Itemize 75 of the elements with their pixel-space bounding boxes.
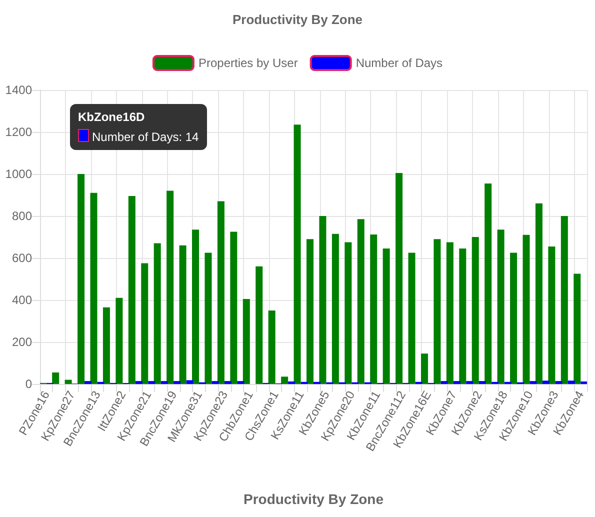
bar (560, 216, 568, 384)
legend-label: Number of Days (356, 56, 443, 70)
bar (154, 243, 161, 384)
bar (434, 239, 441, 384)
bar (408, 252, 416, 384)
bar (288, 381, 296, 384)
bar (186, 380, 194, 384)
y-tick-label: 1400 (5, 83, 32, 97)
bar (548, 246, 556, 384)
bar (370, 234, 378, 384)
bar (192, 230, 200, 384)
bar (440, 381, 448, 384)
bar (568, 380, 575, 384)
bar (141, 263, 148, 384)
bar (555, 381, 562, 384)
bar (466, 381, 474, 384)
chart-title: Productivity By Zone (232, 12, 363, 27)
y-tick-label: 1000 (5, 167, 32, 181)
bar (344, 242, 352, 384)
bar (294, 124, 301, 384)
y-tick-label: 800 (12, 209, 32, 223)
bar (102, 307, 110, 384)
bar (52, 372, 60, 384)
bar (522, 234, 530, 384)
bar (135, 381, 142, 384)
bar (174, 381, 181, 384)
bar (230, 232, 238, 384)
bar (319, 216, 326, 384)
bar (332, 234, 339, 384)
bar (459, 248, 466, 384)
bar (78, 174, 85, 384)
bar (420, 354, 428, 384)
bar (268, 310, 276, 384)
bar (382, 248, 390, 384)
bar (90, 192, 98, 384)
bar (217, 201, 224, 384)
bar (128, 196, 136, 384)
bar (478, 381, 486, 384)
y-tick-label: 600 (12, 251, 32, 265)
bar (542, 380, 550, 384)
bar (224, 381, 232, 384)
annotation: Number of Days: 14 (92, 130, 199, 144)
y-tick-label: 0 (25, 377, 32, 391)
bar (166, 190, 174, 384)
y-tick-label: 200 (12, 335, 32, 349)
bar (306, 239, 314, 384)
bar (530, 381, 537, 384)
bar (84, 381, 92, 384)
bar (396, 172, 403, 384)
bar (64, 380, 72, 384)
bar (281, 376, 288, 384)
bar (357, 219, 364, 384)
annotation: KbZone16D (78, 110, 146, 124)
bar (179, 245, 186, 384)
bar (237, 381, 244, 384)
bar (148, 381, 156, 384)
bar (484, 183, 492, 384)
bar (242, 298, 250, 384)
bar (510, 252, 518, 384)
bar (116, 298, 123, 384)
bar (535, 203, 542, 384)
bar (453, 381, 460, 384)
bar (497, 230, 504, 384)
legend-label: Properties by User (198, 56, 298, 70)
bar (256, 266, 263, 384)
y-tick-label: 400 (12, 293, 32, 307)
bar (446, 242, 454, 384)
bar (160, 381, 168, 384)
bar (204, 252, 212, 384)
y-tick-label: 1200 (5, 125, 32, 139)
bar (580, 381, 587, 384)
bar (472, 237, 479, 384)
bar (574, 274, 581, 384)
x-axis-title: Productivity By Zone (243, 491, 384, 507)
bar (212, 381, 219, 384)
